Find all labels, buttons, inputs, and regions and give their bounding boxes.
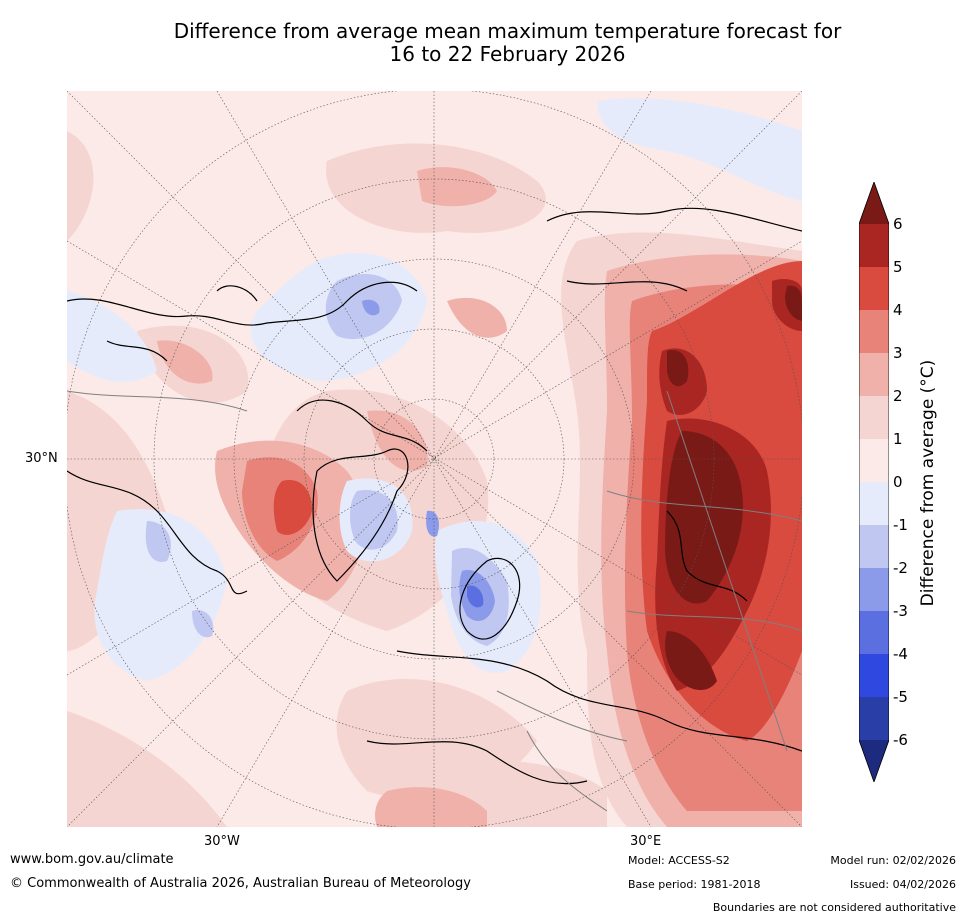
colorbar-tick-label: 4 bbox=[893, 301, 903, 319]
longitude-label-west: 30°W bbox=[204, 834, 240, 849]
forecast-map bbox=[67, 91, 802, 827]
title-line-2: 16 to 22 February 2026 bbox=[389, 42, 626, 66]
coastlines bbox=[67, 207, 802, 785]
colorbar-tick-label: -1 bbox=[893, 516, 908, 534]
longitude-label-east: 30°E bbox=[630, 834, 662, 849]
colorbar-tick-label: 2 bbox=[893, 387, 903, 405]
colorbar bbox=[859, 182, 889, 782]
boundaries-disclaimer: Boundaries are not considered authoritat… bbox=[712, 901, 956, 914]
colorbar-tick-label: 1 bbox=[893, 430, 903, 448]
map-panel[interactable] bbox=[67, 91, 802, 827]
colorbar-bin bbox=[859, 310, 889, 353]
colorbar-tick-label: -5 bbox=[893, 688, 908, 706]
graticule-lines bbox=[67, 91, 802, 827]
colorbar-tick-label: 0 bbox=[893, 473, 903, 491]
colorbar-tick-label: -6 bbox=[893, 731, 908, 749]
anomaly-minus-4-to-minus-3-zones bbox=[467, 585, 484, 608]
latitude-label: 30°N bbox=[25, 451, 58, 466]
colorbar-bins bbox=[859, 182, 889, 782]
colorbar-bin bbox=[859, 353, 889, 396]
model-name: Model: ACCESS-S2 bbox=[628, 854, 730, 867]
colorbar-bin bbox=[859, 697, 889, 740]
colorbar-bin bbox=[859, 654, 889, 697]
colorbar-bin bbox=[859, 182, 889, 224]
colorbar-bin bbox=[859, 482, 889, 525]
copyright-notice: © Commonwealth of Australia 2026, Austra… bbox=[10, 876, 471, 891]
colorbar-tick-label: 5 bbox=[893, 258, 903, 276]
colorbar-bin bbox=[859, 439, 889, 482]
colorbar-tick-label: -4 bbox=[893, 645, 908, 663]
base-period: Base period: 1981-2018 bbox=[628, 878, 761, 891]
colorbar-tick-label: -2 bbox=[893, 559, 908, 577]
issued-date: Issued: 04/02/2026 bbox=[849, 878, 956, 891]
colorbar-bin bbox=[859, 525, 889, 568]
colorbar-tick-label: 3 bbox=[893, 344, 903, 362]
chart-title: Difference from average mean maximum tem… bbox=[60, 20, 955, 66]
colorbar-title: Difference from average (°C) bbox=[918, 359, 938, 607]
colorbar-tick-label: -3 bbox=[893, 602, 908, 620]
colorbar-bin bbox=[859, 740, 889, 782]
colorbar-bin bbox=[859, 568, 889, 611]
model-run-date: Model run: 02/02/2026 bbox=[830, 854, 956, 867]
colorbar-bin bbox=[859, 267, 889, 310]
colorbar-tick-label: 6 bbox=[893, 215, 903, 233]
title-line-1: Difference from average mean maximum tem… bbox=[173, 19, 842, 43]
website-link[interactable]: www.bom.gov.au/climate bbox=[10, 852, 174, 867]
country-boundaries bbox=[67, 390, 802, 812]
colorbar-bin bbox=[859, 224, 889, 267]
colorbar-bin bbox=[859, 396, 889, 439]
colorbar-bin bbox=[859, 611, 889, 654]
